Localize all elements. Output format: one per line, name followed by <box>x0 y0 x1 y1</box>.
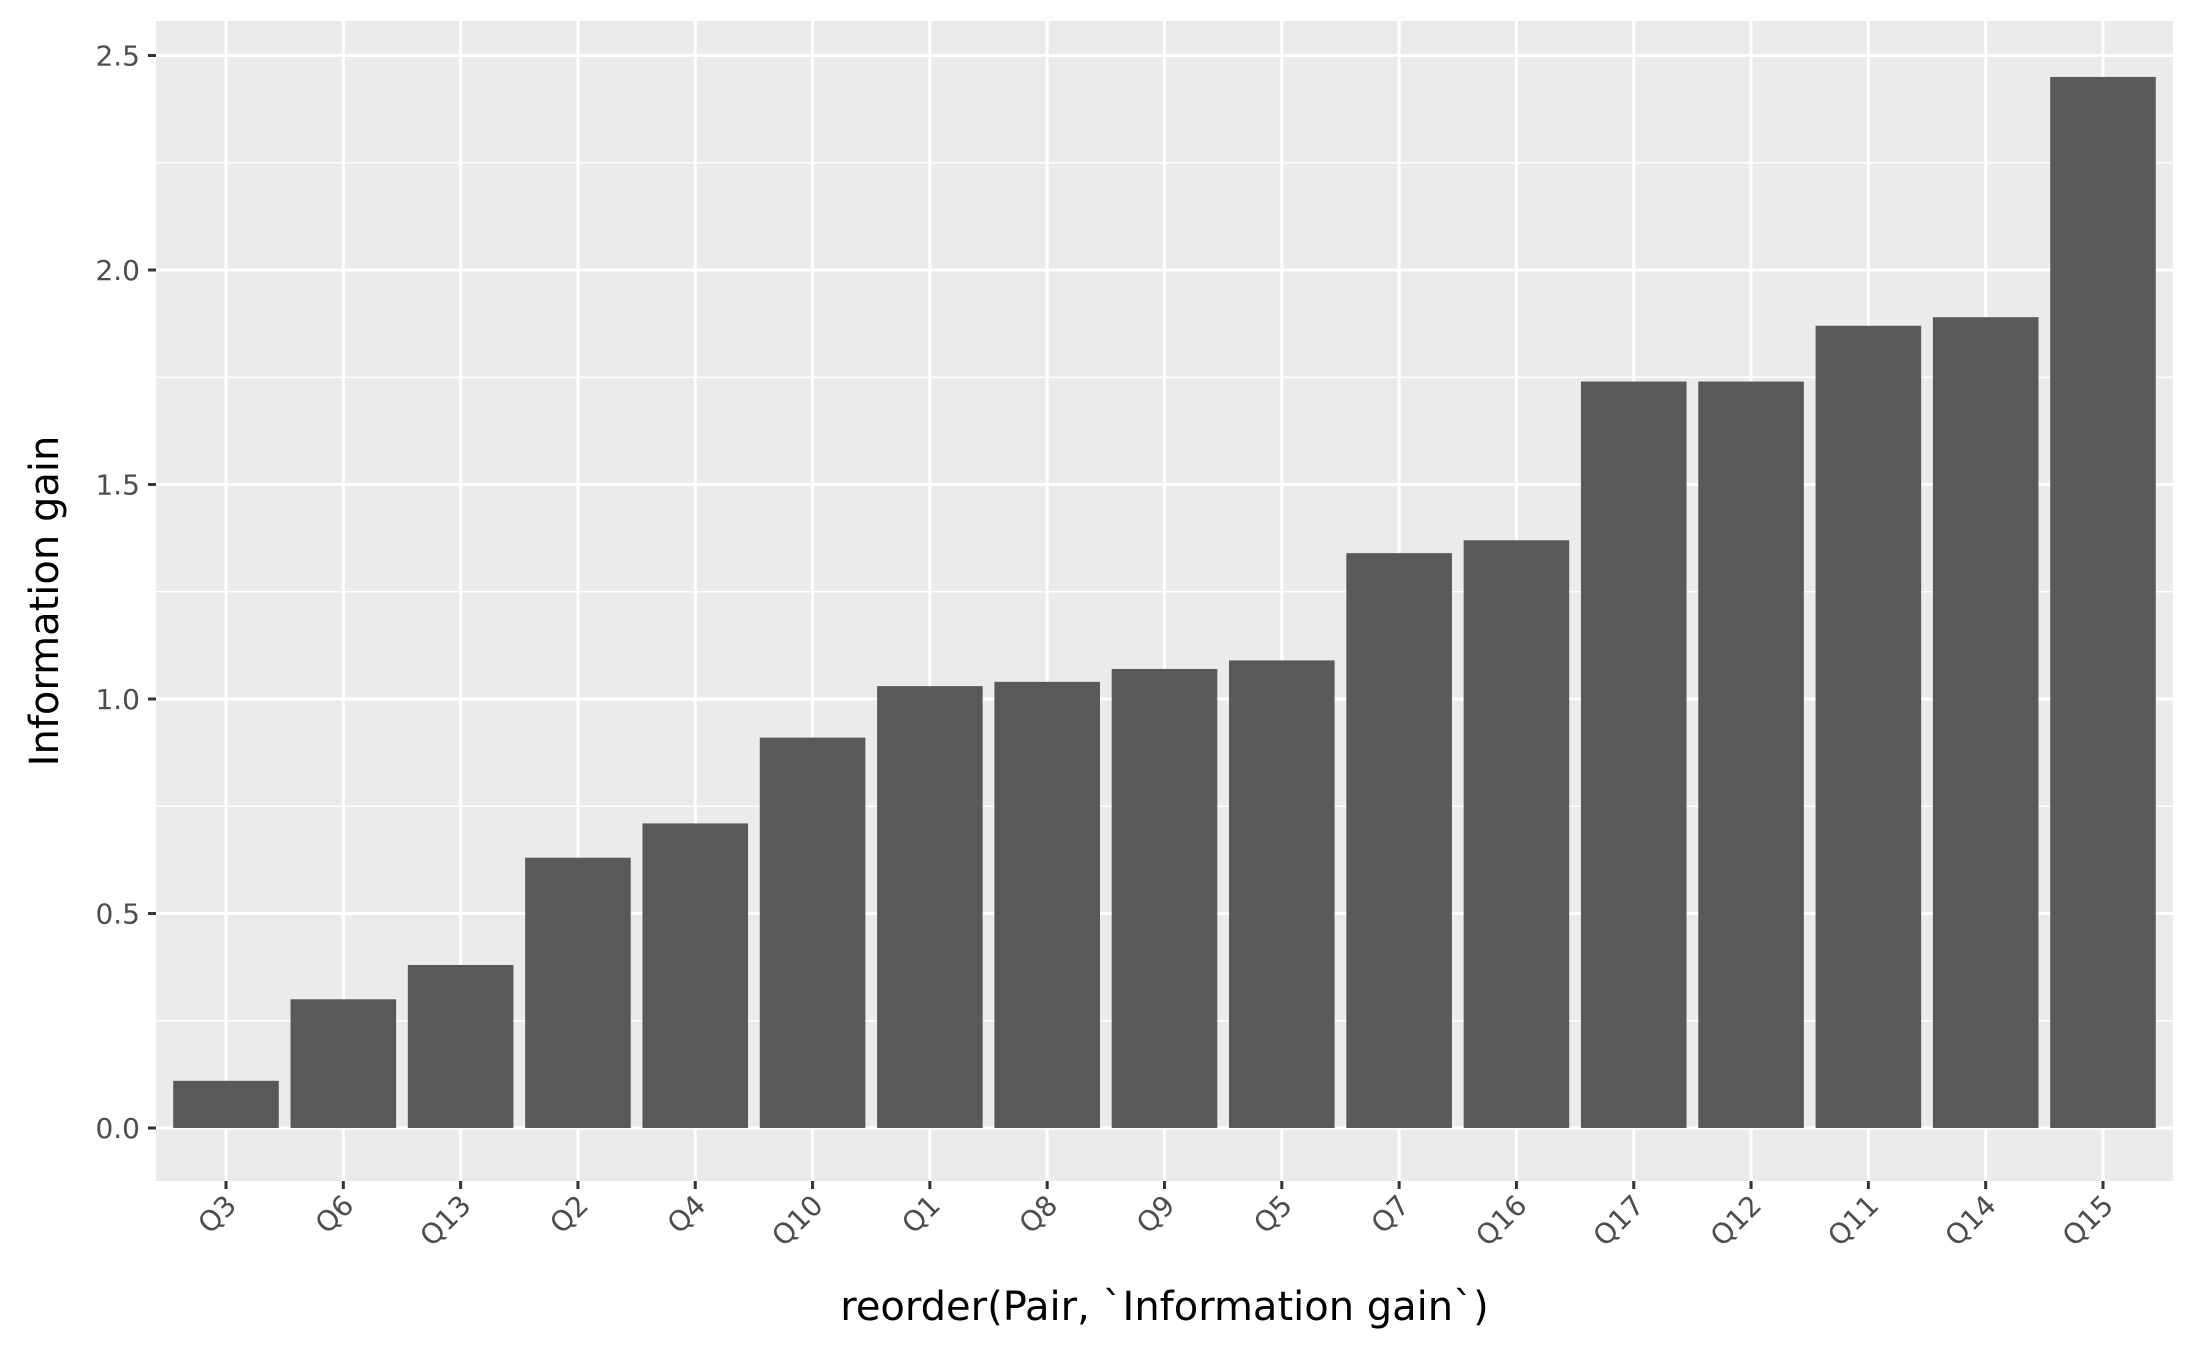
x-tick-label: Q8 <box>1013 1189 1065 1241</box>
bar-q17 <box>1580 381 1687 1128</box>
x-tick-label: Q15 <box>2056 1189 2120 1253</box>
bar-q7 <box>1346 553 1452 1128</box>
x-tick-label: Q9 <box>1130 1189 1182 1241</box>
bar-q6 <box>290 999 397 1128</box>
y-tick-label: 2.0 <box>95 254 140 287</box>
bar-q2 <box>525 857 631 1128</box>
x-tick-label: Q10 <box>765 1189 829 1253</box>
bar-q15 <box>2050 76 2156 1129</box>
bar-q12 <box>1698 381 1804 1128</box>
bar-q9 <box>1111 668 1218 1128</box>
x-tick-label: Q12 <box>1704 1189 1768 1253</box>
bar-q14 <box>1932 317 2039 1128</box>
bar-q8 <box>994 681 1100 1128</box>
bar-q5 <box>1229 660 1335 1128</box>
bar-q3 <box>173 1080 279 1128</box>
y-axis: 0.0 0.5 1.0 1.5 2.0 2.5 <box>95 40 156 1145</box>
y-axis-title: Information gain <box>22 436 68 767</box>
x-tick-label: Q1 <box>895 1189 947 1241</box>
x-tick-label: Q4 <box>661 1189 713 1241</box>
x-tick-label: Q6 <box>309 1189 361 1241</box>
y-tick-label: 1.0 <box>95 683 140 716</box>
y-tick-label: 1.5 <box>95 469 140 502</box>
x-tick-label: Q2 <box>543 1189 595 1241</box>
bar-q1 <box>877 686 983 1128</box>
bar-q16 <box>1463 540 1570 1128</box>
x-tick-label: Q16 <box>1469 1189 1533 1253</box>
bar-q4 <box>642 823 749 1128</box>
bar-q10 <box>759 737 866 1128</box>
x-tick-label: Q13 <box>413 1189 477 1253</box>
x-axis-title: reorder(Pair, `Information gain`) <box>840 1284 1489 1330</box>
x-tick-label: Q7 <box>1365 1189 1417 1241</box>
bars <box>173 76 2156 1129</box>
y-tick-label: 2.5 <box>95 40 140 73</box>
x-tick-label: Q11 <box>1821 1189 1885 1253</box>
x-tick-label: Q14 <box>1939 1189 2003 1253</box>
x-tick-label: Q17 <box>1587 1189 1651 1253</box>
x-tick-label: Q5 <box>1247 1189 1299 1241</box>
x-axis: Q3 Q6 Q13 Q2 Q4 Q10 Q1 Q8 Q9 Q5 Q7 Q16 Q17 Q12 Q11 Q14 Q… <box>191 1181 2120 1253</box>
x-tick-label: Q3 <box>191 1189 243 1241</box>
bar-q13 <box>407 964 514 1128</box>
y-tick-label: 0.0 <box>95 1112 140 1145</box>
bar-q11 <box>1815 325 1922 1128</box>
y-tick-label: 0.5 <box>95 898 140 931</box>
